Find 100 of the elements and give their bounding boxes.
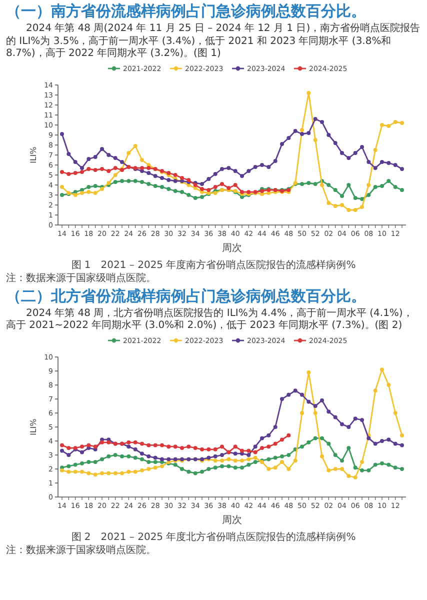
point [200,469,204,474]
point [160,184,164,188]
point [140,441,144,446]
point [393,441,398,446]
point [100,470,104,475]
point [173,462,178,466]
point [180,446,184,450]
point [80,166,84,170]
point [213,184,218,188]
point [333,188,338,192]
point [160,456,164,461]
point [306,90,311,94]
point [166,178,171,182]
point [240,458,244,462]
point [200,446,204,451]
point [86,190,91,194]
point [313,116,318,120]
point [153,460,158,464]
point [126,454,131,458]
point [66,469,71,474]
point [60,184,64,188]
point [140,456,144,461]
point [253,444,258,448]
point [113,172,118,176]
point [280,437,284,442]
point [253,164,258,168]
x-axis-title: 周次 [222,242,242,254]
point [346,208,351,212]
point [93,184,98,188]
point [200,194,204,198]
point [86,470,91,475]
point [353,196,358,200]
point [106,168,111,172]
y-axis-title: ILI% [29,146,38,163]
point [126,178,131,182]
point [100,166,104,170]
point [386,462,391,466]
point [93,168,98,172]
point [146,182,151,186]
point [253,450,258,454]
point [133,446,138,451]
point [153,465,158,470]
point [373,441,378,446]
point [380,438,384,442]
point [260,446,264,450]
point [386,160,391,164]
point [153,184,158,188]
point [340,150,344,154]
point [160,176,164,180]
point [393,184,398,188]
point [66,464,71,468]
point [233,182,238,186]
point [360,196,364,200]
point [253,455,258,460]
point [73,469,78,474]
point [73,160,78,164]
point [133,178,138,182]
point [340,458,344,462]
point [266,164,271,168]
point [200,186,204,190]
point [113,166,118,170]
point [220,166,224,170]
point [253,460,258,464]
point [386,178,391,182]
chart-title: （一）南方省份流感样病例占门急诊病例总数百分比。 [6,2,367,21]
point [353,150,358,154]
y-axis-title: ILI% [29,418,38,435]
point [326,441,331,446]
point [240,174,244,178]
point [113,452,118,456]
point [333,466,338,470]
point [326,200,331,204]
point [306,130,311,134]
point [206,188,211,192]
point [160,464,164,468]
point [313,138,318,142]
point [400,466,404,470]
point [306,180,311,184]
point [320,182,324,186]
point [100,440,104,444]
point [206,176,211,180]
point [313,404,318,408]
point [360,144,364,148]
point [353,416,358,420]
point [280,396,284,400]
point [360,204,364,208]
point [360,418,364,422]
point [400,442,404,447]
point [380,122,384,126]
point [266,466,271,470]
point [346,446,351,450]
point [120,470,124,475]
point [366,468,371,472]
point [120,178,124,182]
point [240,465,244,470]
point [300,444,304,448]
point [213,458,218,462]
point [213,465,218,470]
point [66,446,71,450]
point [146,466,151,470]
